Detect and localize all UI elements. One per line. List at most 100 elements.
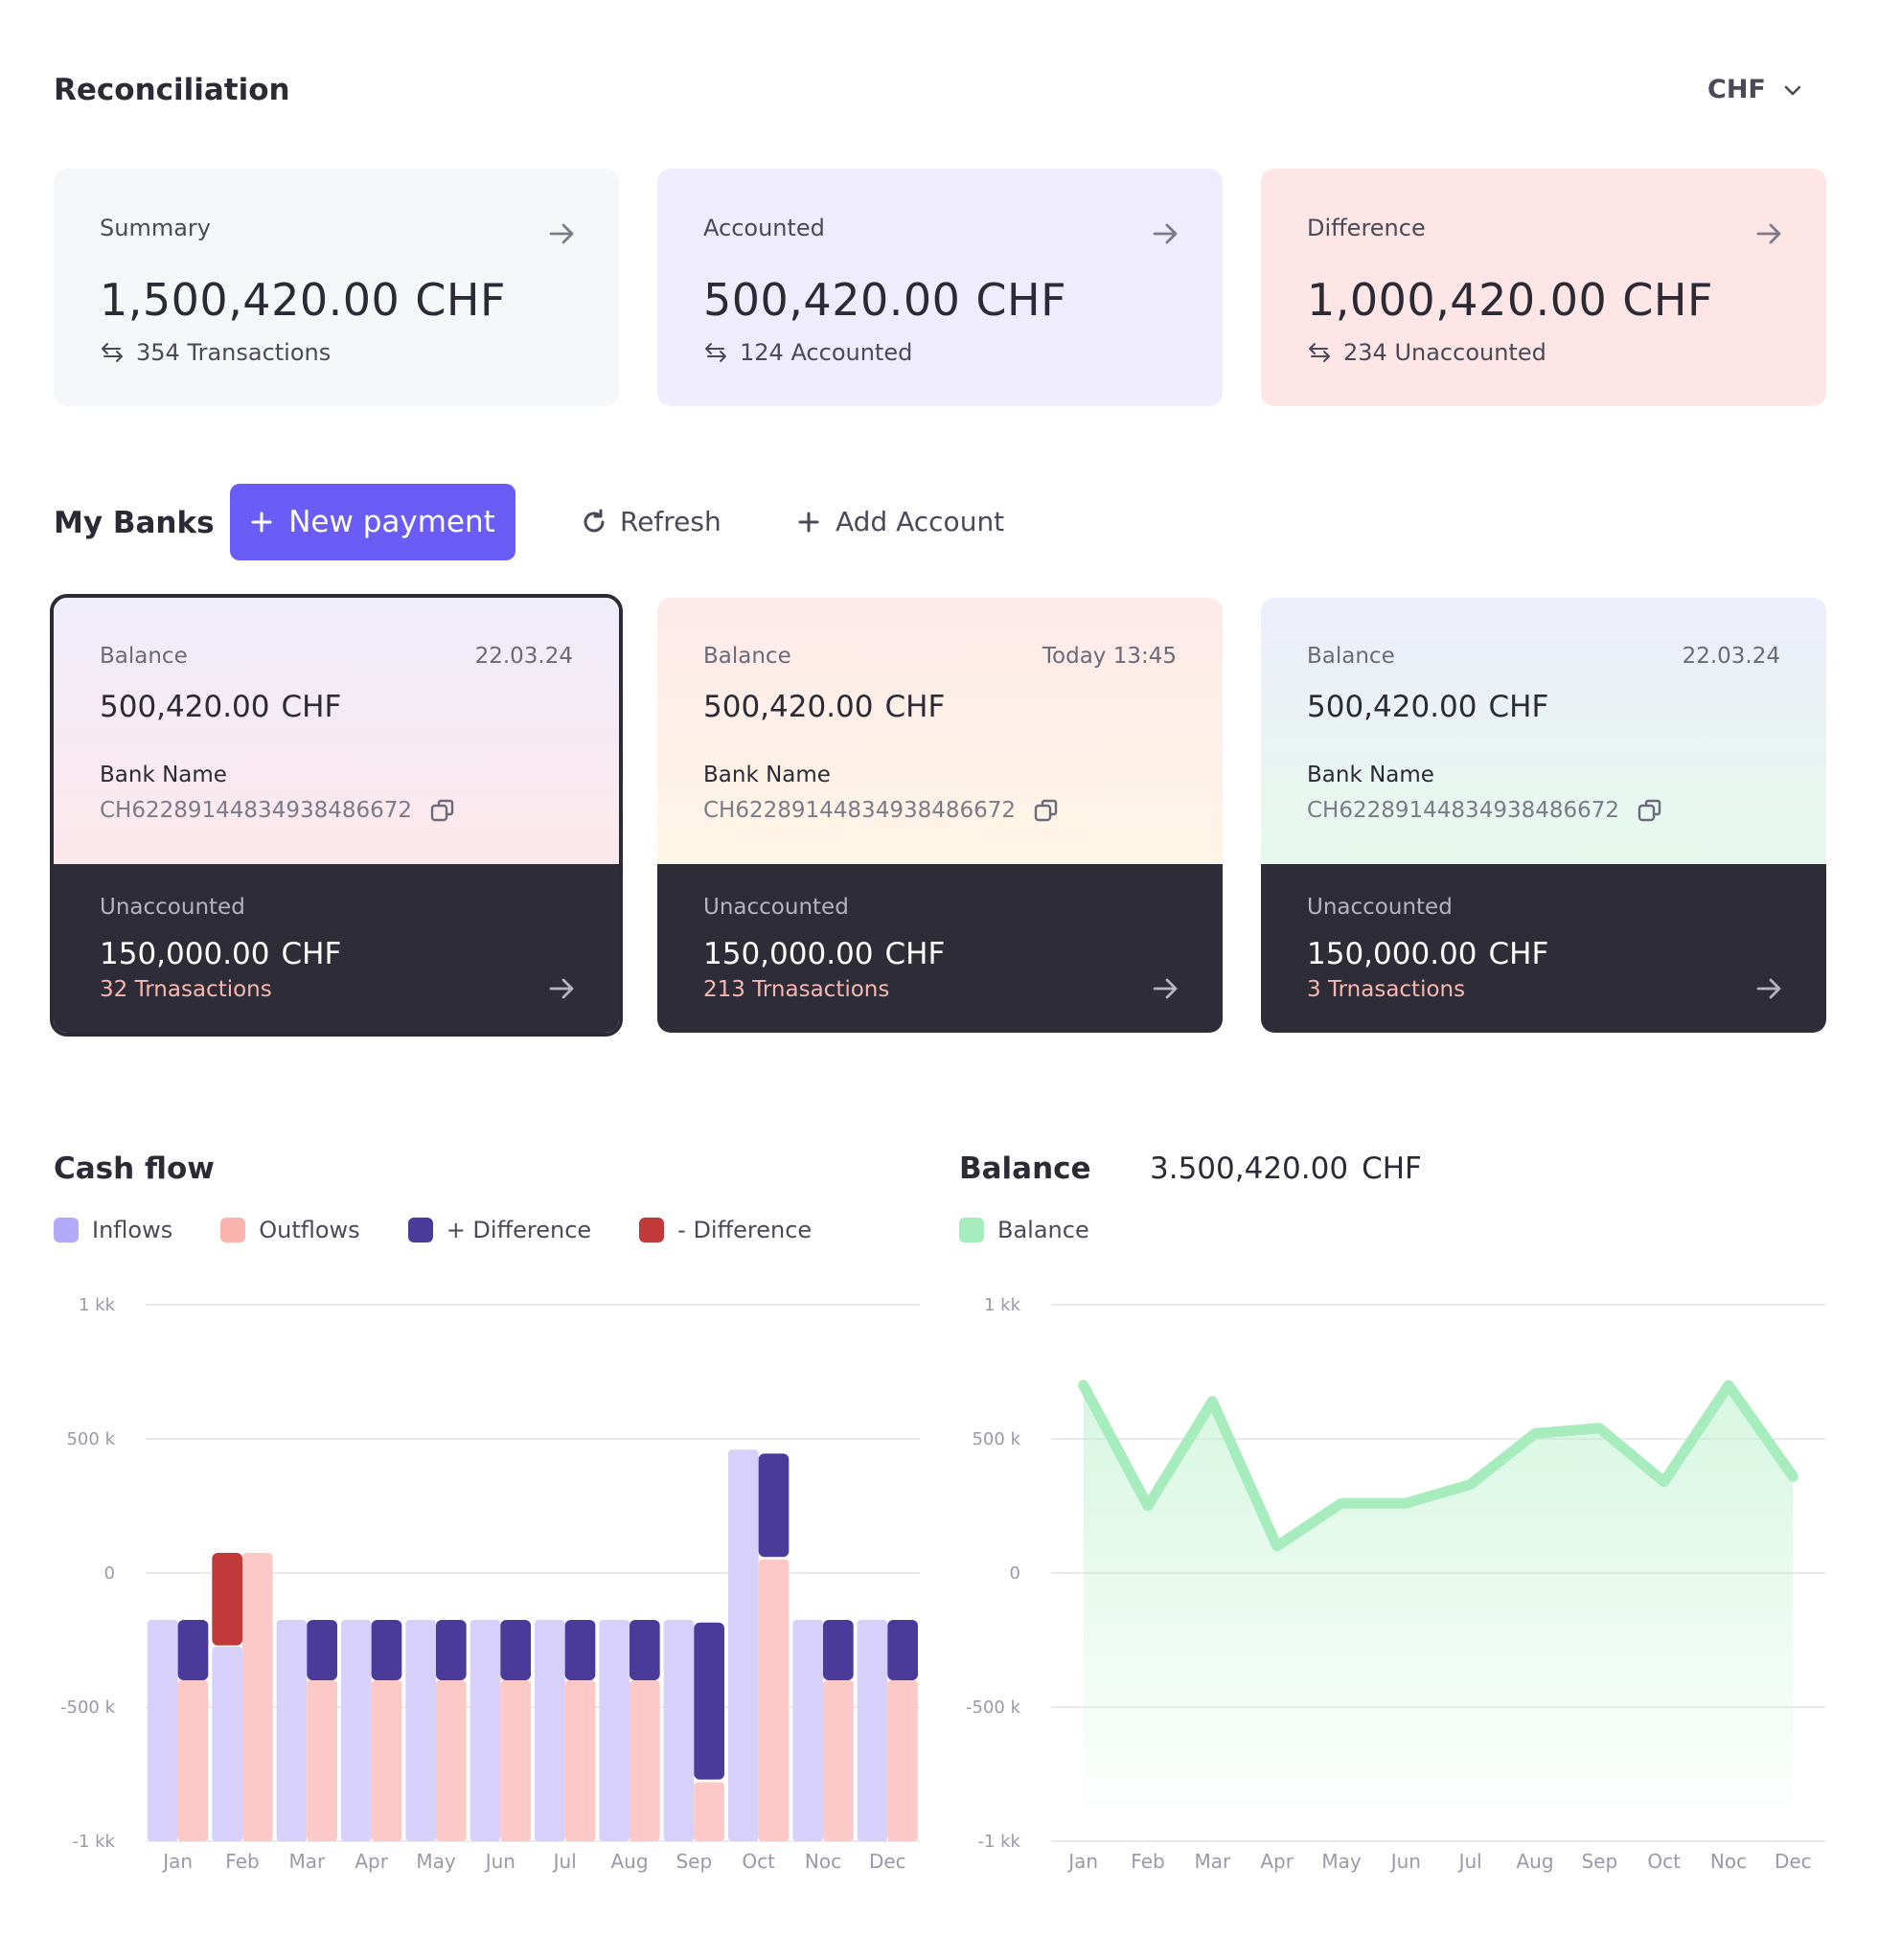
accounted-card-amount: 500,420.00 CHF xyxy=(703,274,1067,326)
legend-swatch-inflows xyxy=(54,1218,79,1242)
x-tick-label: Sep xyxy=(1581,1850,1617,1873)
legend-swatch-minus-difference xyxy=(639,1218,665,1242)
new-payment-button[interactable]: New payment xyxy=(230,484,515,560)
arrow-right-icon[interactable] xyxy=(1753,218,1784,249)
bar-inflows xyxy=(535,1620,565,1841)
cash-flow-title: Cash flow xyxy=(54,1151,215,1186)
x-tick-label: Aug xyxy=(610,1850,648,1873)
summary-card[interactable]: Summary 1,500,420.00 CHF 354 Transactions xyxy=(54,169,619,406)
bar-inflows xyxy=(148,1620,178,1841)
y-tick-label: 0 xyxy=(104,1563,115,1584)
bank-card[interactable]: Balance 22.03.24 500,420.00 CHF Bank Name… xyxy=(1261,598,1826,1033)
bar-outflows xyxy=(242,1553,273,1841)
bar-outflows xyxy=(887,1680,918,1841)
x-tick-label: Apr xyxy=(1260,1850,1294,1873)
iban-row: CH6228914483493848667​2 xyxy=(100,797,573,824)
balance-amount: 500,420.00 CHF xyxy=(703,690,946,724)
iban-row: CH62289144834938486672 xyxy=(1307,797,1780,824)
accounted-card-sub: 124 Accounted xyxy=(703,339,1177,366)
balance-point xyxy=(1275,1545,1278,1547)
bank-name: Bank Name xyxy=(100,763,227,787)
bar-outflows xyxy=(500,1680,531,1841)
legend-label: Balance xyxy=(997,1217,1089,1243)
difference-card[interactable]: Difference 1,000,420.00 CHF 234 Unaccount… xyxy=(1261,169,1826,406)
x-tick-label: Jul xyxy=(1457,1850,1482,1873)
unaccounted-amount: 150,000.00 CHF xyxy=(100,937,342,971)
bar-plus-difference xyxy=(177,1620,209,1680)
balance-chart-title: Balance xyxy=(959,1151,1091,1186)
balance-point xyxy=(1147,1505,1149,1507)
bar-minus-difference xyxy=(212,1553,242,1646)
bank-card-balance-section: Balance Today 13:45 500,420.00 CHF Bank N… xyxy=(657,598,1223,864)
copy-icon[interactable] xyxy=(1033,797,1060,824)
balance-point xyxy=(1728,1384,1729,1386)
arrow-right-icon[interactable] xyxy=(1150,973,1180,1004)
x-tick-label: Sep xyxy=(676,1850,712,1873)
add-account-button[interactable]: Add Account xyxy=(797,506,1004,537)
bar-plus-difference xyxy=(564,1620,596,1680)
iban-text: CH6228914483493848667​2 xyxy=(100,798,413,823)
bar-inflows xyxy=(792,1620,823,1841)
bar-plus-difference xyxy=(694,1622,724,1780)
bank-name: Bank Name xyxy=(703,763,831,787)
y-tick-label: 1 kk xyxy=(984,1295,1021,1315)
summary-card-sub: 354 Transactions xyxy=(100,339,573,366)
bar-inflows xyxy=(663,1620,695,1841)
x-tick-label: Noc xyxy=(1710,1850,1747,1873)
refresh-button[interactable]: Refresh xyxy=(580,506,721,537)
bar-plus-difference xyxy=(823,1620,854,1680)
plus-icon xyxy=(251,512,272,533)
bar-plus-difference xyxy=(500,1620,531,1680)
bank-card[interactable]: Balance Today 13:45 500,420.00 CHF Bank N… xyxy=(657,598,1223,1033)
bar-outflows xyxy=(436,1680,467,1841)
bank-card[interactable]: Balance 22.03.24 500,420.00 CHF Bank Name… xyxy=(50,594,623,1037)
balance-point xyxy=(1792,1475,1795,1478)
arrow-right-icon[interactable] xyxy=(1753,973,1784,1004)
summary-card-label: Summary xyxy=(100,215,211,241)
balance-legend: Balance xyxy=(959,1217,1089,1243)
page-title: Reconciliation xyxy=(54,73,290,107)
balance-point xyxy=(1469,1483,1472,1486)
summary-card-amount: 1,500,420.00 CHF xyxy=(100,274,506,326)
copy-icon[interactable] xyxy=(1637,797,1663,824)
balance-amount: 500,420.00 CHF xyxy=(100,690,342,724)
x-tick-label: Jul xyxy=(552,1850,577,1873)
y-tick-label: 1 kk xyxy=(79,1295,116,1315)
accounted-card[interactable]: Accounted 500,420.00 CHF 124 Accounted xyxy=(657,169,1223,406)
iban-text: CH62289144834938486672 xyxy=(703,798,1017,823)
bar-inflows xyxy=(857,1620,888,1841)
balance-point xyxy=(1340,1502,1342,1505)
bar-plus-difference xyxy=(307,1620,337,1680)
chevron-down-icon xyxy=(1784,85,1801,95)
currency-dropdown[interactable]: CHF xyxy=(1707,75,1804,104)
unaccounted-label: Unaccounted xyxy=(703,895,849,920)
x-tick-label: May xyxy=(416,1850,456,1873)
balance-point xyxy=(1598,1426,1601,1429)
iban-text: CH62289144834938486672 xyxy=(1307,798,1620,823)
bar-outflows xyxy=(177,1680,209,1841)
arrow-right-icon[interactable] xyxy=(546,973,577,1004)
difference-card-label: Difference xyxy=(1307,215,1426,241)
difference-card-amount: 1,000,420.00 CHF xyxy=(1307,274,1713,326)
y-tick-label: 500 k xyxy=(972,1429,1020,1449)
bank-card-unaccounted-section: Unaccounted 150,000.00 CHF 213 Trnasactio… xyxy=(657,864,1223,1033)
legend-swatch-outflows xyxy=(220,1218,246,1242)
y-tick-label: -1 kk xyxy=(977,1832,1020,1852)
balance-date: 22.03.24 xyxy=(474,644,573,669)
x-tick-label: Jan xyxy=(1066,1850,1098,1873)
cash-flow-chart: 1 kk 500 k 0 -500 k -1 kk Jan Feb Mar Apr May Jun J… xyxy=(60,1295,920,1873)
bar-outflows xyxy=(630,1680,660,1841)
refresh-icon xyxy=(584,509,605,532)
copy-icon[interactable] xyxy=(429,797,456,824)
bar-outflows xyxy=(694,1782,724,1841)
bar-inflows xyxy=(405,1620,436,1841)
add-account-label: Add Account xyxy=(836,506,1005,537)
unaccounted-amount: 150,000.00 CHF xyxy=(703,937,946,971)
x-tick-label: Dec xyxy=(1775,1850,1812,1873)
arrow-right-icon[interactable] xyxy=(546,218,577,249)
bar-inflows xyxy=(212,1647,242,1841)
transfer-arrows-icon xyxy=(1309,343,1330,362)
bank-card-unaccounted-section: Unaccounted 150,000.00 CHF 32 Trnasaction… xyxy=(54,864,619,1033)
y-tick-label: -500 k xyxy=(966,1698,1021,1718)
arrow-right-icon[interactable] xyxy=(1150,218,1180,249)
